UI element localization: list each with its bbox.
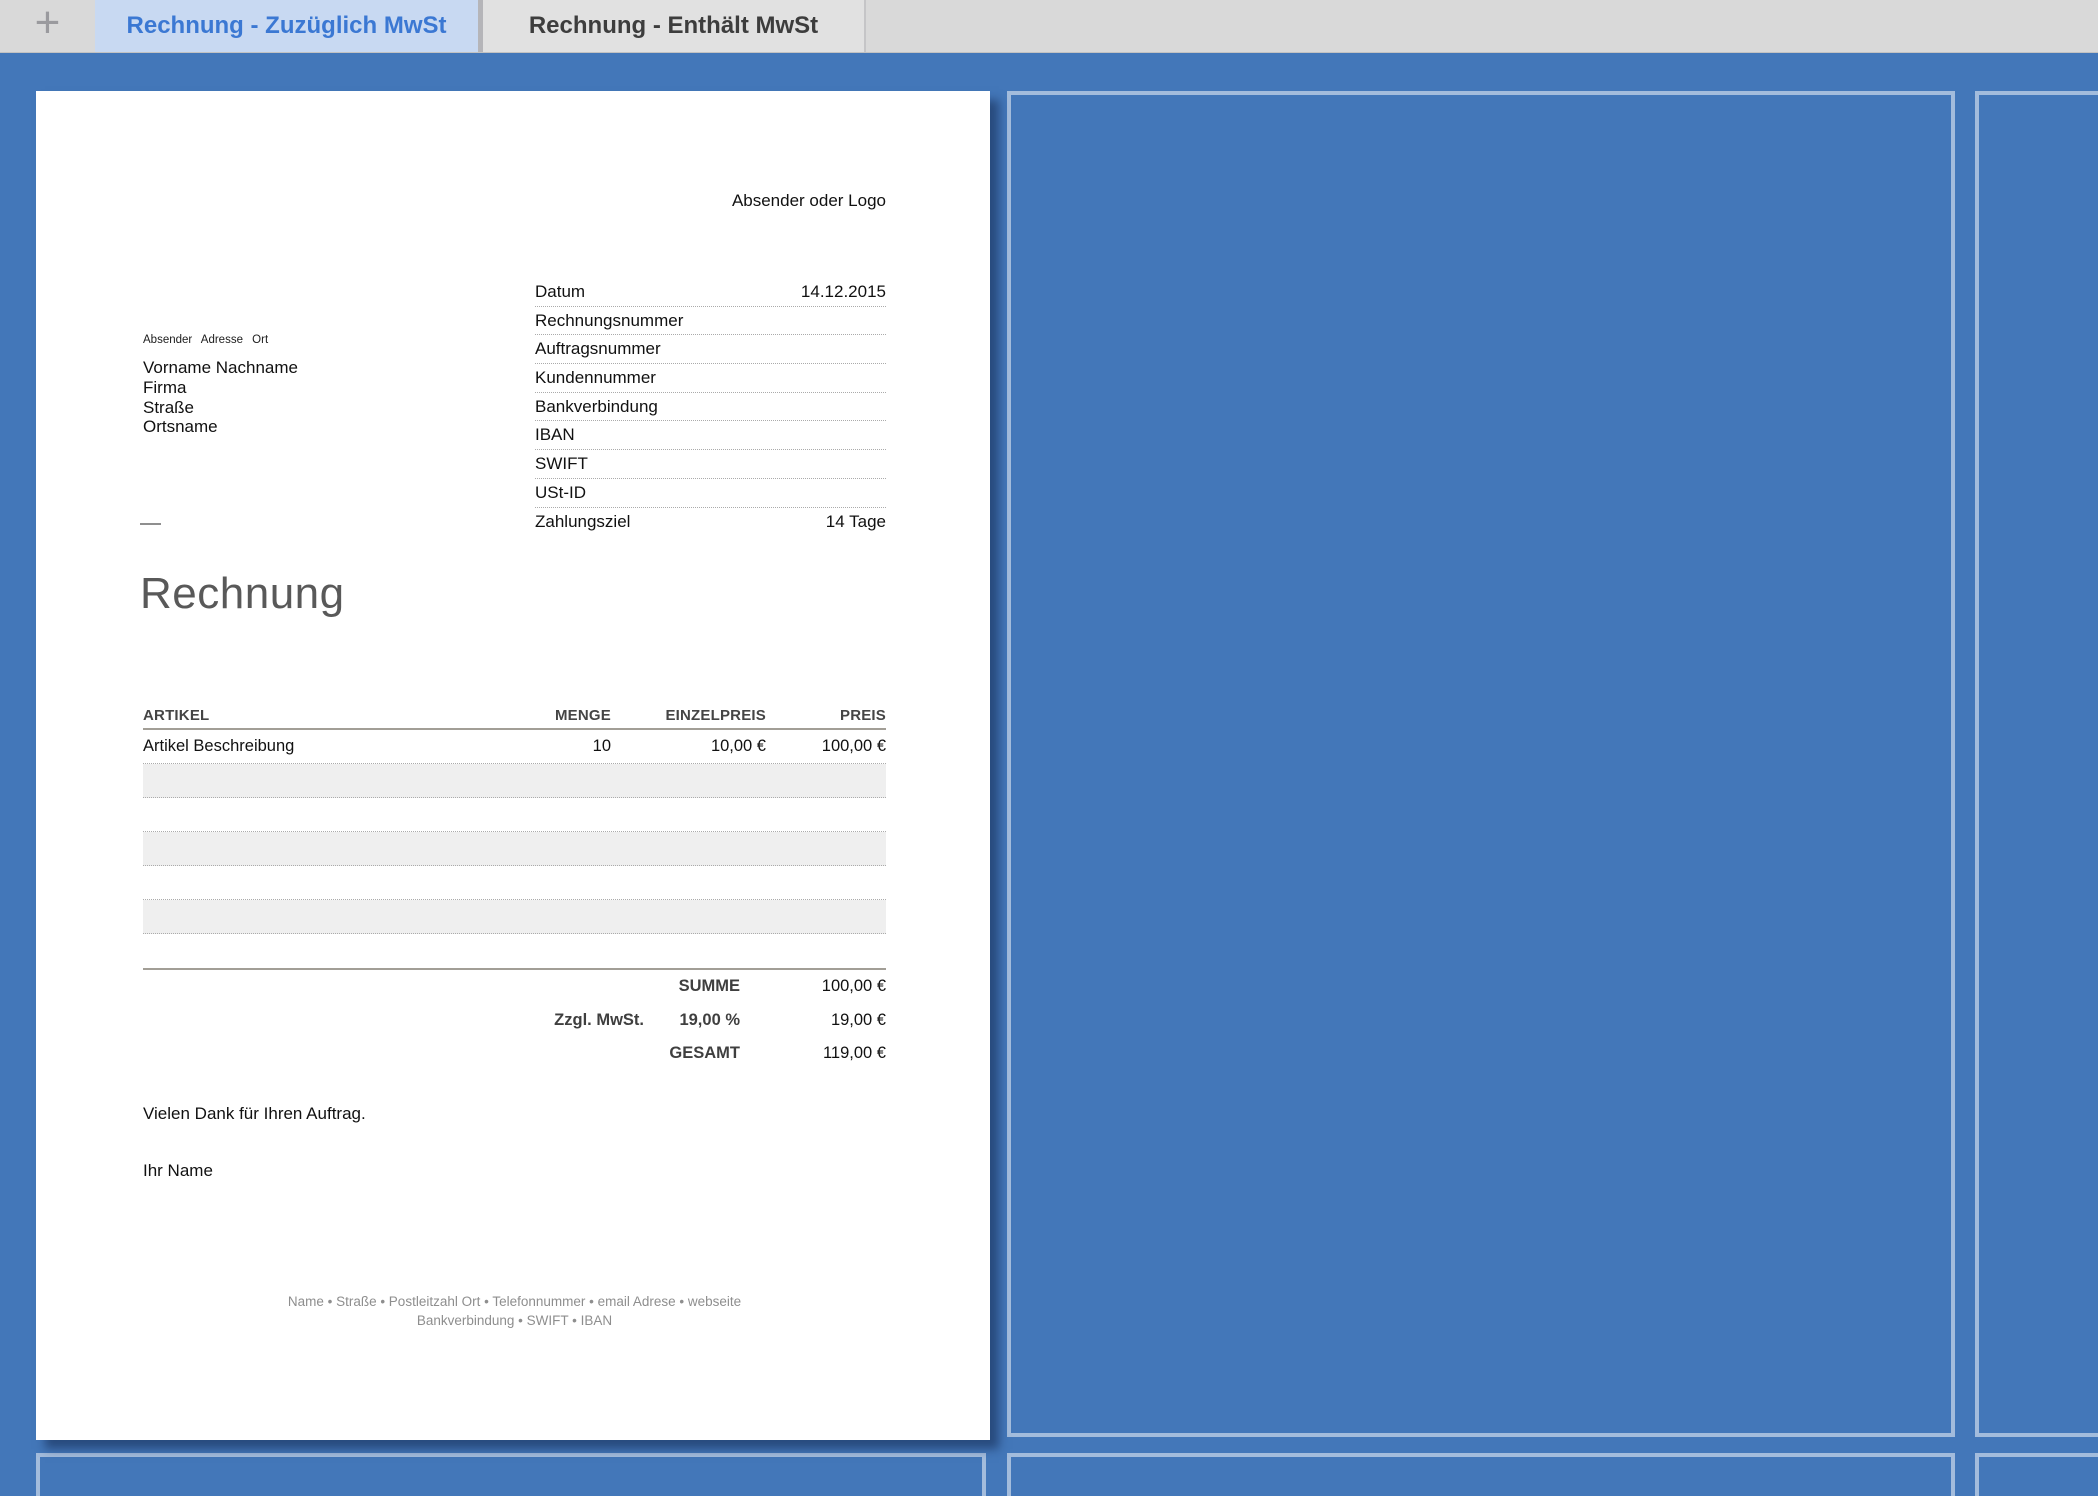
- signature-line[interactable]: Ihr Name: [143, 1161, 213, 1180]
- recipient-ort: Ortsname: [143, 417, 218, 437]
- summary-mid: GESAMT: [669, 1044, 740, 1063]
- invoice-page: Absender oder Logo Datum 14.12.2015 Rech…: [36, 91, 990, 1440]
- meta-row-swift[interactable]: SWIFT: [535, 450, 886, 479]
- meta-row-kundennummer[interactable]: Kundennummer: [535, 364, 886, 393]
- empty-page-5: [1007, 1453, 1955, 1496]
- meta-label: SWIFT: [535, 453, 588, 473]
- recipient-strasse: Straße: [143, 397, 195, 417]
- empty-page-4: [36, 1453, 986, 1496]
- document-canvas: Absender oder Logo Datum 14.12.2015 Rech…: [0, 53, 2098, 1496]
- meta-label: Rechnungsnummer: [535, 310, 684, 330]
- empty-page-6: [1975, 1453, 2098, 1496]
- item-einzelpreis: 10,00 €: [710, 737, 766, 755]
- meta-row-datum[interactable]: Datum 14.12.2015: [535, 278, 886, 307]
- summary-row-summe[interactable]: SUMME 100,00 €: [143, 970, 886, 1004]
- tab-label: Rechnung - Enthält MwSt: [528, 12, 819, 39]
- fold-mark: [140, 523, 161, 525]
- closing-line[interactable]: Vielen Dank für Ihren Auftrag.: [143, 1104, 366, 1123]
- item-row-empty[interactable]: [143, 866, 886, 900]
- meta-label: USt-ID: [535, 482, 586, 502]
- invoice-title[interactable]: Rechnung: [140, 569, 345, 618]
- item-row-empty[interactable]: [143, 764, 886, 798]
- item-row-empty[interactable]: [143, 798, 886, 832]
- meta-label: Kundennummer: [535, 367, 656, 387]
- recipient-name: Vorname Nachname: [143, 358, 298, 377]
- summary-row-gesamt[interactable]: GESAMT 119,00 €: [143, 1037, 886, 1071]
- summary-mid: SUMME: [678, 977, 740, 996]
- col-header-preis: PREIS: [839, 707, 886, 724]
- meta-row-rechnungsnummer[interactable]: Rechnungsnummer: [535, 307, 886, 336]
- meta-label: Auftragsnummer: [535, 339, 661, 359]
- item-preis: 100,00 €: [821, 737, 886, 755]
- sheet-tab-bar: + Rechnung - Zuzüglich MwSt Rechnung - E…: [0, 0, 2098, 53]
- meta-label: Zahlungsziel: [535, 511, 631, 531]
- col-header-menge: MENGE: [554, 707, 611, 724]
- meta-row-bankverbindung[interactable]: Bankverbindung: [535, 393, 886, 422]
- meta-row-auftragsnummer[interactable]: Auftragsnummer: [535, 335, 886, 365]
- totals-summary: SUMME 100,00 € Zzgl. MwSt. 19,00 % 19,00…: [143, 968, 886, 1071]
- item-artikel: Artikel Beschreibung: [143, 737, 295, 755]
- items-table-header: ARTIKEL MENGE EINZELPREIS PREIS: [143, 703, 886, 730]
- sender-address-line[interactable]: Absender Adresse Ort: [143, 334, 269, 346]
- tab-rechnung-enthaelt-mwst[interactable]: Rechnung - Enthält MwSt: [478, 0, 866, 52]
- invoice-meta-table: Datum 14.12.2015 Rechnungsnummer Auftrag…: [535, 278, 886, 536]
- summary-row-mwst[interactable]: Zzgl. MwSt. 19,00 % 19,00 €: [143, 1004, 886, 1038]
- meta-label: IBAN: [535, 425, 575, 445]
- item-row-empty[interactable]: [143, 900, 886, 934]
- meta-label: Bankverbindung: [535, 396, 658, 416]
- item-menge: 10: [592, 737, 611, 755]
- recipient-firma: Firma: [143, 377, 187, 397]
- summary-value: 119,00 €: [822, 1044, 886, 1063]
- tab-label: Rechnung - Zuzüglich MwSt: [126, 12, 447, 39]
- summary-value: 19,00 €: [830, 1010, 886, 1029]
- empty-page-2: [1007, 91, 1955, 1437]
- items-table: ARTIKEL MENGE EINZELPREIS PREIS Artikel …: [143, 703, 886, 1071]
- empty-page-3: [1975, 91, 2098, 1437]
- item-row-1[interactable]: Artikel Beschreibung 10 10,00 € 100,00 €: [143, 730, 886, 764]
- recipient-address-block[interactable]: Vorname Nachname Firma Straße Ortsname: [143, 358, 298, 437]
- plus-icon: +: [34, 0, 61, 47]
- meta-row-iban[interactable]: IBAN: [535, 421, 886, 451]
- footer-line-1: Name • Straße • Postleitzahl Ort • Telef…: [287, 1294, 742, 1309]
- meta-row-ust-id[interactable]: USt-ID: [535, 479, 886, 508]
- footer-line-2: Bankverbindung • SWIFT • IBAN: [416, 1312, 613, 1328]
- meta-row-zahlungsziel[interactable]: Zahlungsziel 14 Tage: [535, 508, 886, 537]
- meta-label: Datum: [535, 281, 586, 301]
- add-sheet-button[interactable]: +: [0, 0, 95, 52]
- meta-value: 14.12.2015: [800, 281, 886, 301]
- item-row-empty[interactable]: [143, 832, 886, 866]
- tab-rechnung-zuzueglich-mwst[interactable]: Rechnung - Zuzüglich MwSt: [95, 0, 478, 52]
- meta-value: 14 Tage: [825, 511, 886, 531]
- summary-mid: 19,00 %: [679, 1010, 740, 1029]
- summary-value: 100,00 €: [821, 977, 886, 996]
- item-row-empty[interactable]: [143, 934, 886, 968]
- logo-placeholder[interactable]: Absender oder Logo: [731, 191, 886, 210]
- summary-label: Zzgl. MwSt.: [554, 1010, 644, 1029]
- col-header-artikel: ARTIKEL: [143, 707, 210, 724]
- page-footer[interactable]: Name • Straße • Postleitzahl Ort • Telef…: [143, 1293, 886, 1330]
- col-header-einzelpreis: EINZELPREIS: [665, 707, 766, 724]
